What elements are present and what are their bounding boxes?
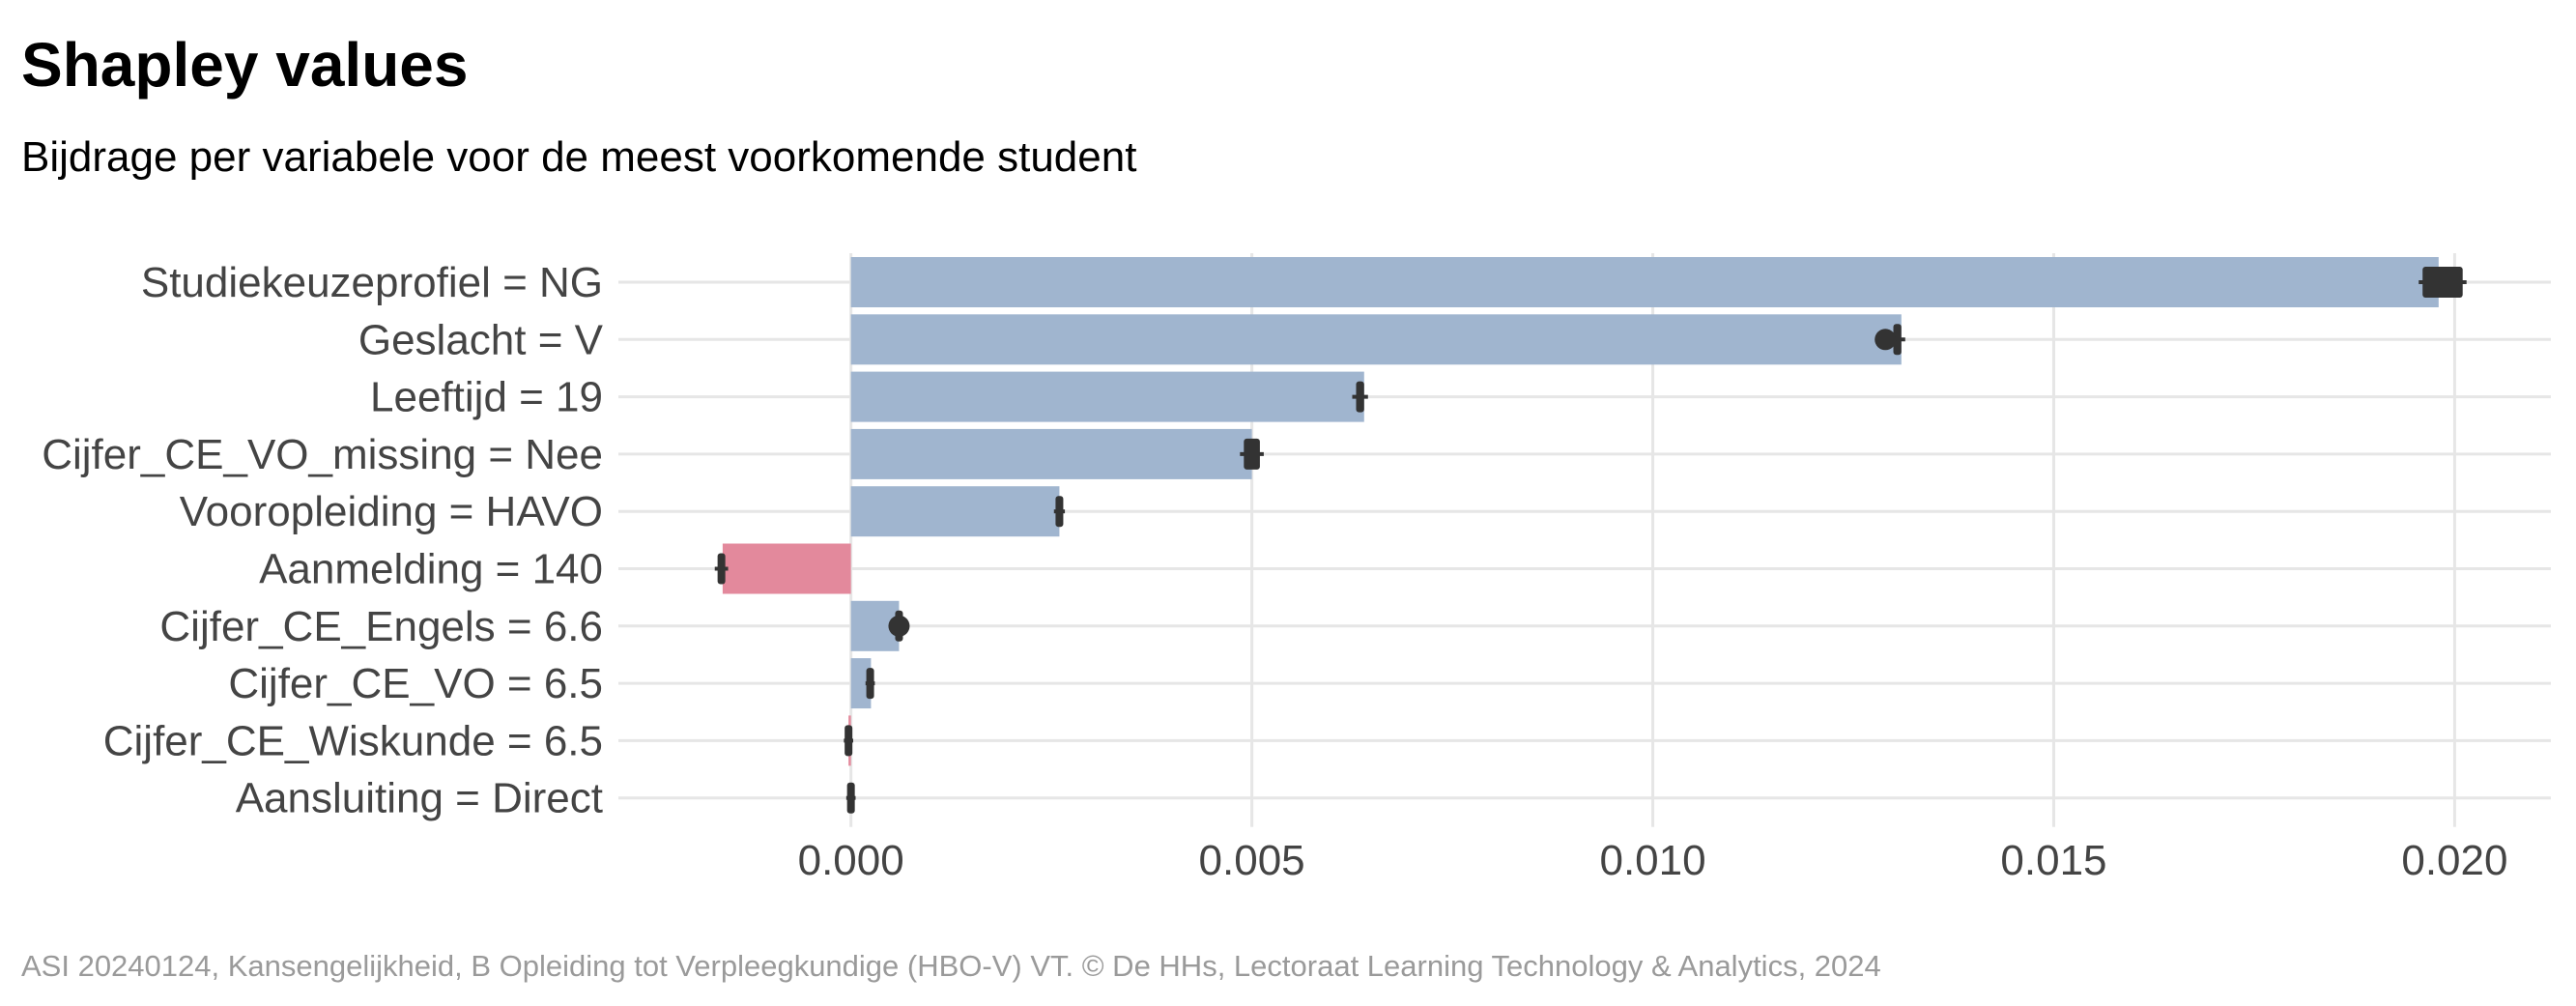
bar [850,257,2439,307]
chart-title: Shapley values [21,30,469,100]
bar-layer [722,257,2439,766]
interval-box [717,553,726,585]
x-tick-labels: 0.000 0.005 0.010 0.015 0.020 [798,837,2508,884]
y-tick-label: Cijfer_CE_Wiskunde = 6.5 [103,717,603,764]
y-tick-label: Aansluiting = Direct [236,775,603,822]
point-estimate [1875,329,1897,351]
bar [850,658,872,709]
x-tick-label: 0.010 [1599,837,1705,884]
interval-box [1893,324,1902,356]
interval-box [844,725,853,757]
x-tick-label: 0.000 [798,837,904,884]
x-tick-label: 0.015 [2000,837,2106,884]
y-tick-label: Cijfer_CE_VO = 6.5 [228,660,603,707]
bar [850,314,1902,365]
interval-box [846,782,855,814]
bar [850,428,1252,479]
y-tick-label: Vooropleiding = HAVO [180,488,603,535]
chart-subtitle: Bijdrage per variabele voor de meest voo… [21,133,1137,181]
interval-box [2422,267,2463,298]
chart-caption: ASI 20240124, Kansengelijkheid, B Opleid… [21,949,1881,983]
interval-box [1356,381,1364,413]
bar [850,371,1364,422]
interval-box [1244,438,1260,470]
x-tick-label: 0.005 [1199,837,1305,884]
point-estimate [888,615,910,637]
marker-layer [714,267,2467,814]
interval-box [866,668,874,700]
bar [722,543,851,594]
bar [850,486,1060,537]
x-tick-label: 0.020 [2401,837,2507,884]
y-tick-label: Leeftijd = 19 [370,374,603,421]
y-tick-label: Cijfer_CE_Engels = 6.6 [159,603,603,650]
y-tick-label: Studiekeuzeprofiel = NG [141,259,603,306]
y-tick-label: Aanmelding = 140 [259,546,603,593]
y-tick-labels: Studiekeuzeprofiel = NG Geslacht = V Leeft… [42,259,603,822]
y-tick-label: Geslacht = V [358,316,604,363]
interval-box [1055,496,1064,528]
y-tick-label: Cijfer_CE_VO_missing = Nee [42,431,603,478]
